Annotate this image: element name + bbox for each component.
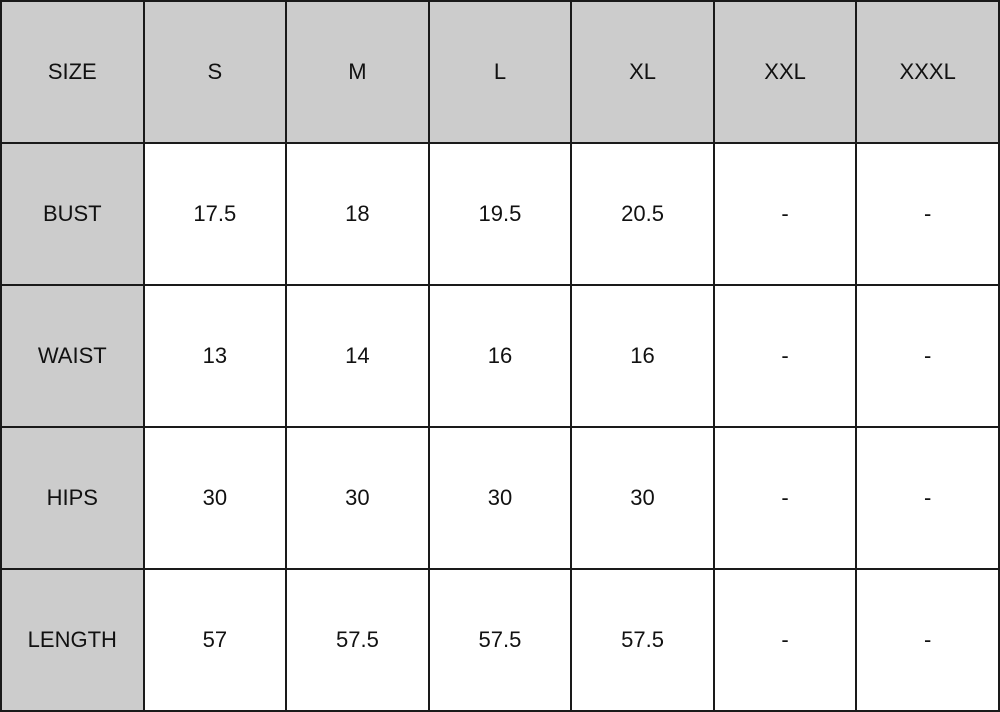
table-cell: - (855, 426, 1000, 570)
table-cell: - (712, 142, 858, 286)
table-cell: 17.5 (142, 142, 288, 286)
column-header: S (142, 0, 288, 144)
table-row: WAIST 13 14 16 16- - (0, 284, 1000, 428)
table-row: BUST 17.5 18 19.5 20.5- - (0, 142, 1000, 286)
table-cell: 14 (285, 284, 430, 428)
table-cell: - (712, 284, 858, 428)
table-cell: 19.5 (427, 142, 573, 286)
header-row: SIZE S M L XL XXL XXXL (0, 0, 1000, 144)
table-cell: 30 (570, 426, 715, 570)
row-header: LENGTH (0, 568, 145, 712)
table-cell: 20.5 (570, 142, 715, 286)
table-cell: 57 (142, 568, 288, 712)
row-header: WAIST (0, 284, 145, 428)
table-cell: - (712, 568, 858, 712)
table-row: LENGTH 57 57.5 57.5 57.5- - (0, 568, 1000, 712)
table-cell: 16 (427, 284, 573, 428)
column-header: XL (570, 0, 715, 144)
column-header: M (285, 0, 430, 144)
table-cell: 57.5 (570, 568, 715, 712)
column-header: XXXL (855, 0, 1000, 144)
table-cell: 57.5 (427, 568, 573, 712)
column-header: L (427, 0, 573, 144)
row-header: BUST (0, 142, 145, 286)
table-cell: 30 (285, 426, 430, 570)
table-cell: 30 (427, 426, 573, 570)
corner-header: SIZE (0, 0, 145, 144)
column-header: XXL (712, 0, 858, 144)
table-row: HIPS 30 30 30 30- - (0, 426, 1000, 570)
row-header: HIPS (0, 426, 145, 570)
table-cell: 18 (285, 142, 430, 286)
table-cell: 57.5 (285, 568, 430, 712)
table-cell: 16 (570, 284, 715, 428)
table-cell: - (712, 426, 858, 570)
table-cell: 30 (142, 426, 288, 570)
table-cell: - (855, 284, 1000, 428)
table-cell: 13 (142, 284, 288, 428)
table-cell: - (855, 568, 1000, 712)
table-cell: - (855, 142, 1000, 286)
